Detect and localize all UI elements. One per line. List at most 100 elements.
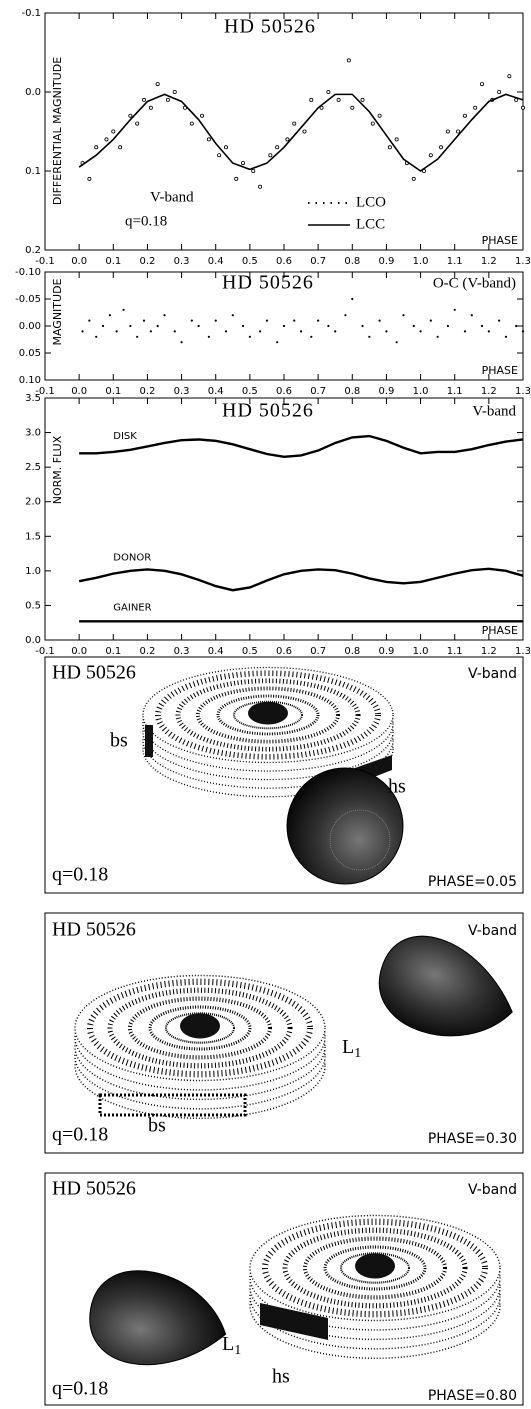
data-point	[109, 314, 111, 316]
data-point	[163, 314, 165, 316]
data-point	[218, 154, 221, 157]
series-label: GAINER	[113, 602, 151, 613]
data-point	[498, 320, 500, 322]
diagram-title: HD 50526	[52, 919, 136, 941]
phase-label: PHASE=0.05	[428, 874, 517, 890]
data-point	[368, 336, 370, 338]
annotation: q=0.18	[125, 213, 167, 229]
chart-subtitle: O-C (V-band)	[433, 275, 516, 291]
data-point	[378, 114, 381, 117]
series-label: DONOR	[113, 553, 151, 564]
data-point	[122, 309, 124, 311]
mass-ratio: q=0.18	[52, 1378, 108, 1400]
x-tick-label: 0.3	[174, 256, 190, 267]
data-point	[474, 106, 477, 109]
x-tick-label: 0.3	[174, 646, 190, 657]
data-point	[385, 330, 387, 332]
data-point	[173, 90, 176, 93]
data-point	[463, 114, 466, 117]
mass-ratio: q=0.18	[52, 864, 108, 886]
spot-label: bs	[148, 1115, 166, 1137]
data-point	[310, 98, 313, 101]
x-tick-label: 0.0	[71, 386, 87, 397]
legend-label: LCO	[356, 194, 386, 210]
data-point	[259, 330, 261, 332]
data-point	[180, 341, 182, 343]
y-tick-label: 0.00	[19, 321, 41, 332]
data-point	[191, 320, 193, 322]
data-point	[429, 154, 432, 157]
y-tick-label: 3.5	[25, 393, 41, 404]
plot-frame	[45, 13, 523, 250]
x-tick-label: 0.9	[378, 646, 394, 657]
data-point	[143, 320, 145, 322]
x-tick-label: 1.2	[481, 646, 497, 657]
donor-star	[287, 768, 403, 884]
data-point	[95, 146, 98, 149]
data-point	[142, 98, 145, 101]
data-point	[454, 309, 456, 311]
diagram-panel: HD 50526 V-band L1 hs q=0.18 PHASE=0.80	[45, 1173, 523, 1405]
data-point	[464, 330, 466, 332]
data-point	[430, 320, 432, 322]
data-line	[79, 94, 523, 171]
data-point	[413, 325, 415, 327]
x-tick-label: 0.6	[276, 386, 292, 397]
data-point	[112, 130, 115, 133]
chart-title: HD 50526	[224, 16, 316, 38]
x-tick-label: 0.2	[139, 386, 155, 397]
data-point	[129, 325, 131, 327]
x-tick-label: 0.7	[310, 386, 326, 397]
x-tick-label: 0.2	[139, 646, 155, 657]
data-point	[508, 75, 511, 78]
data-point	[116, 330, 118, 332]
x-tick-label: 0.9	[378, 256, 394, 267]
y-tick-label: 3.0	[25, 428, 41, 439]
x-tick-label: 0.9	[378, 386, 394, 397]
data-point	[303, 130, 306, 133]
y-tick-label: -0.10	[15, 267, 41, 278]
phase-label: PHASE=0.30	[428, 1131, 517, 1147]
x-tick-label: 1.0	[413, 646, 429, 657]
donor-star	[84, 1264, 232, 1377]
data-point	[293, 320, 295, 322]
point-sub: 1	[354, 1046, 361, 1061]
point-label: L1	[222, 1333, 241, 1359]
mass-ratio: q=0.18	[52, 1124, 108, 1146]
x-tick-label: 1.3	[515, 256, 531, 267]
data-point	[174, 330, 176, 332]
data-point	[224, 146, 227, 149]
data-line	[79, 569, 523, 590]
x-tick-label: 0.5	[242, 256, 258, 267]
data-point	[351, 298, 353, 300]
data-point	[102, 325, 104, 327]
data-point	[200, 114, 203, 117]
y-tick-label: 0.05	[19, 348, 41, 359]
data-point	[447, 325, 449, 327]
x-tick-label: 1.1	[447, 386, 463, 397]
data-point	[521, 106, 524, 109]
x-tick-label: 0.6	[276, 646, 292, 657]
bright-spot	[145, 725, 153, 757]
data-point	[388, 146, 391, 149]
y-axis-label: NORM. FLUX	[51, 435, 64, 504]
data-point	[480, 83, 483, 86]
x-tick-label: 0.8	[344, 646, 360, 657]
band-label: V-band	[468, 666, 517, 682]
data-point	[337, 98, 340, 101]
spot-label: bs	[110, 730, 128, 752]
chart-title: HD 50526	[222, 272, 314, 294]
donor-star	[367, 923, 526, 1060]
point-main: L	[222, 1333, 234, 1355]
data-point	[317, 320, 319, 322]
x-axis-label: PHASE	[482, 234, 518, 247]
data-point	[515, 325, 517, 327]
y-tick-label: 1.5	[25, 531, 41, 542]
data-point	[439, 146, 442, 149]
figure: HD 50526 V-band bs hs q=0.18 PHASE=0.05 …	[0, 0, 531, 1409]
y-tick-label: 0.1	[25, 166, 41, 177]
data-point	[293, 122, 296, 125]
data-point	[129, 114, 132, 117]
